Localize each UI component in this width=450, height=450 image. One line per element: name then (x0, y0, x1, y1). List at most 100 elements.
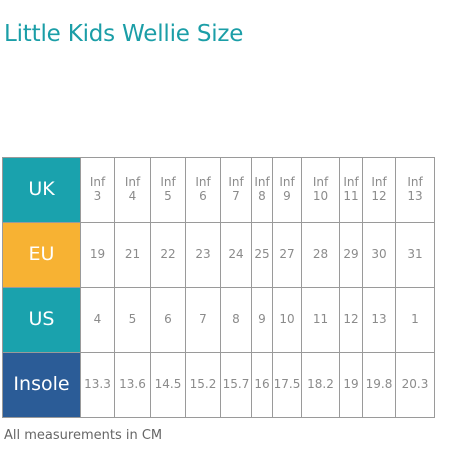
size-cell: 10 (272, 287, 302, 353)
size-cell: Inf 10 (301, 157, 340, 223)
row-label-uk: UK (2, 157, 81, 223)
size-cell: 9 (251, 287, 273, 353)
size-cell: 13.3 (80, 352, 115, 418)
row-label-insole: Insole (2, 352, 81, 418)
size-cell: Inf 9 (272, 157, 302, 223)
size-cell: 4 (80, 287, 115, 353)
size-cell-text: 10 (279, 312, 295, 327)
size-cell: 1 (395, 287, 435, 353)
size-cell: Inf 3 (80, 157, 115, 223)
size-cell-text: 12 (371, 189, 387, 203)
size-cell-text: 13 (407, 189, 423, 203)
size-cell-text: 5 (128, 312, 137, 327)
size-cell: 16 (251, 352, 273, 418)
size-table: UK Inf 3 Inf 4 Inf 5 Inf 6 Inf 7 Inf 8 Inf 9 Inf 10 Inf 11… (2, 157, 435, 418)
size-cell: Inf 11 (339, 157, 363, 223)
size-cell: Inf 5 (150, 157, 186, 223)
size-cell-text: 23 (195, 247, 211, 262)
size-cell-text: 13 (371, 312, 387, 327)
size-cell: 27 (272, 222, 302, 288)
table-row-eu: EU 19 21 22 23 24 25 27 28 29 30 31 (2, 222, 435, 288)
size-cell-text: 9 (258, 312, 266, 327)
size-cell-text: 27 (279, 247, 295, 262)
size-cell: Inf 4 (114, 157, 151, 223)
page-title: Little Kids Wellie Size (4, 21, 244, 47)
size-cell-text: Inf (160, 175, 176, 190)
row-label-eu: EU (2, 222, 81, 288)
size-cell: 8 (220, 287, 252, 353)
size-cell: 28 (301, 222, 340, 288)
size-cell: 22 (150, 222, 186, 288)
size-cell: Inf 12 (362, 157, 396, 223)
size-cell: 19.8 (362, 352, 396, 418)
size-cell-text: Inf (407, 175, 423, 190)
size-cell-text: 14.5 (154, 377, 182, 392)
size-cell-text: Inf (124, 175, 141, 190)
size-cell: Inf 8 (251, 157, 273, 223)
size-cell: 14.5 (150, 352, 186, 418)
size-cell-text: 28 (312, 247, 329, 262)
size-cell: 15.2 (185, 352, 221, 418)
size-cell-text: 19.8 (365, 377, 393, 392)
size-cell-text: 19 (89, 247, 106, 262)
row-label-us: US (2, 287, 81, 353)
size-cell-text: 6 (199, 189, 207, 203)
size-cell: 23 (185, 222, 221, 288)
size-cell-text: 7 (199, 312, 207, 327)
size-cell: 11 (301, 287, 340, 353)
size-cell-text: 12 (343, 312, 359, 327)
size-cell-text: 3 (93, 189, 102, 203)
size-cell-text: 18.2 (307, 377, 334, 392)
size-cell-text: 4 (93, 312, 102, 327)
size-cell-text: 4 (128, 189, 137, 203)
size-cell: Inf 7 (220, 157, 252, 223)
size-cell-text: 17.5 (273, 377, 301, 392)
size-cell: 31 (395, 222, 435, 288)
table-row-insole: Insole 13.3 13.6 14.5 15.2 15.7 16 17.5 18.2 19 19… (2, 352, 435, 418)
size-cell: 20.3 (395, 352, 435, 418)
size-cell-text: 9 (283, 189, 291, 203)
size-cell: 13.6 (114, 352, 151, 418)
size-cell-text: 16 (254, 377, 270, 392)
size-cell-text: 25 (254, 247, 270, 262)
size-cell-text: 19 (343, 377, 359, 392)
size-cell: 19 (80, 222, 115, 288)
size-cell: 24 (220, 222, 252, 288)
size-cell: Inf 13 (395, 157, 435, 223)
table-row-us: US 4 5 6 7 8 9 10 11 12 13 1 (2, 287, 435, 353)
size-cell: 18.2 (301, 352, 340, 418)
size-cell-text: 8 (232, 312, 240, 327)
size-cell: 6 (150, 287, 186, 353)
size-cell: Inf 6 (185, 157, 221, 223)
size-cell: 30 (362, 222, 396, 288)
size-cell: 25 (251, 222, 273, 288)
size-cell-text: Inf (195, 175, 211, 190)
size-cell-text: 6 (164, 312, 172, 327)
size-cell-text: Inf (343, 175, 359, 190)
size-cell-text: Inf (89, 175, 106, 190)
size-cell-text: 29 (343, 247, 359, 262)
size-cell-text: 1 (411, 312, 419, 327)
size-cell-text: 15.2 (189, 377, 217, 392)
size-cell-text: 7 (232, 189, 240, 203)
size-cell-text: 13.3 (84, 377, 111, 392)
size-cell-text: 5 (164, 189, 172, 203)
size-cell-text: Inf (228, 175, 244, 190)
size-cell: 12 (339, 287, 363, 353)
size-cell: 29 (339, 222, 363, 288)
size-cell-text: 24 (228, 247, 244, 262)
table-body: UK Inf 3 Inf 4 Inf 5 Inf 6 Inf 7 Inf 8 Inf 9 Inf 10 Inf 11… (2, 157, 435, 418)
size-cell: 19 (339, 352, 363, 418)
size-cell: 13 (362, 287, 396, 353)
size-cell-text: 21 (124, 247, 141, 262)
size-cell-text: 11 (343, 189, 359, 203)
size-cell-text: 15.7 (222, 377, 250, 392)
size-cell-text: Inf (279, 175, 295, 190)
size-cell-text: 8 (258, 189, 266, 203)
size-cell-text: Inf (312, 175, 329, 190)
size-cell: 21 (114, 222, 151, 288)
size-cell: 5 (114, 287, 151, 353)
footnote: All measurements in CM (4, 428, 163, 443)
size-cell-text: 10 (312, 189, 329, 203)
